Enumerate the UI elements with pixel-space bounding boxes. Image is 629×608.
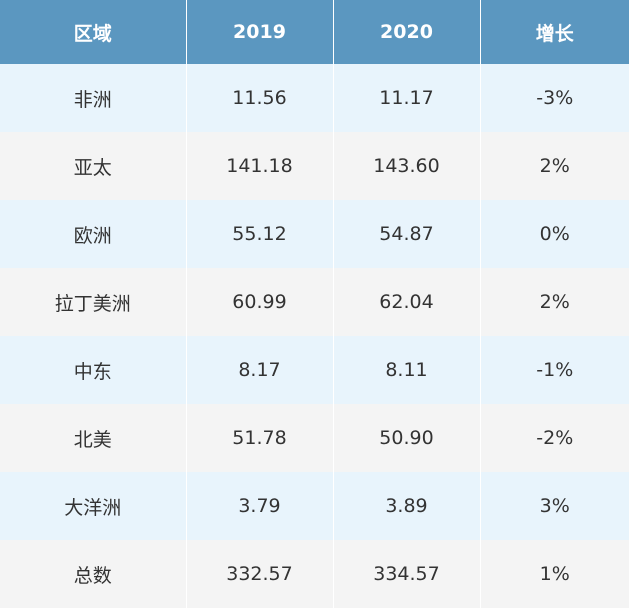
cell-growth: 3%	[480, 472, 629, 540]
cell-region: 非洲	[0, 64, 187, 132]
cell-growth: -3%	[480, 64, 629, 132]
cell-region: 中东	[0, 336, 187, 404]
table-row: 非洲 11.56 11.17 -3%	[0, 64, 629, 132]
cell-2019: 51.78	[186, 404, 334, 472]
cell-2019: 55.12	[186, 200, 334, 268]
table-row: 欧洲 55.12 54.87 0%	[0, 200, 629, 268]
cell-growth: 2%	[480, 268, 629, 336]
cell-growth: 0%	[480, 200, 629, 268]
cell-2020: 54.87	[333, 200, 481, 268]
cell-2020: 8.11	[333, 336, 481, 404]
cell-2019: 3.79	[186, 472, 334, 540]
cell-2020: 62.04	[333, 268, 481, 336]
cell-2020: 334.57	[333, 540, 481, 608]
table-row: 中东 8.17 8.11 -1%	[0, 336, 629, 404]
cell-growth: -1%	[480, 336, 629, 404]
table-row-total: 总数 332.57 334.57 1%	[0, 540, 629, 608]
cell-growth: 2%	[480, 132, 629, 200]
table-row: 亚太 141.18 143.60 2%	[0, 132, 629, 200]
cell-2020: 143.60	[333, 132, 481, 200]
cell-growth: 1%	[480, 540, 629, 608]
cell-2019: 60.99	[186, 268, 334, 336]
table-row: 拉丁美洲 60.99 62.04 2%	[0, 268, 629, 336]
cell-2019: 332.57	[186, 540, 334, 608]
cell-2019: 8.17	[186, 336, 334, 404]
cell-region: 北美	[0, 404, 187, 472]
table-header-row: 区域 2019 2020 增长	[0, 0, 629, 64]
header-region: 区域	[0, 0, 187, 64]
cell-region: 亚太	[0, 132, 187, 200]
cell-2019: 11.56	[186, 64, 334, 132]
cell-2019: 141.18	[186, 132, 334, 200]
cell-2020: 50.90	[333, 404, 481, 472]
cell-2020: 3.89	[333, 472, 481, 540]
header-growth: 增长	[480, 0, 629, 64]
cell-region: 大洋洲	[0, 472, 187, 540]
header-2020: 2020	[333, 0, 481, 64]
cell-region: 总数	[0, 540, 187, 608]
table-row: 大洋洲 3.79 3.89 3%	[0, 472, 629, 540]
cell-2020: 11.17	[333, 64, 481, 132]
cell-region: 拉丁美洲	[0, 268, 187, 336]
table-row: 北美 51.78 50.90 -2%	[0, 404, 629, 472]
cell-growth: -2%	[480, 404, 629, 472]
header-2019: 2019	[186, 0, 334, 64]
cell-region: 欧洲	[0, 200, 187, 268]
